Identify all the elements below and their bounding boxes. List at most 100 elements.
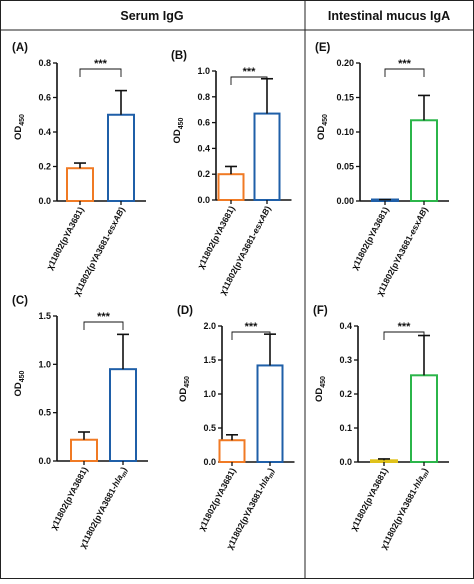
significance-label: ***	[398, 58, 412, 70]
y-tick-label: 0.4	[339, 321, 352, 331]
category-label-tail: )	[117, 205, 127, 212]
category-label-tail: )	[119, 465, 129, 472]
bar	[66, 167, 94, 203]
bar	[217, 173, 245, 201]
panel-letter: (C)	[12, 295, 28, 307]
y-tick-label: 0.0	[339, 457, 352, 467]
y-axis-label-main: OD	[172, 129, 183, 143]
bar	[218, 439, 246, 463]
panel-letter: (A)	[12, 42, 28, 54]
y-tick-label: 0.15	[336, 93, 354, 103]
category-label-main: χ11802(pYA3681)	[349, 205, 391, 271]
significance-line	[230, 76, 268, 85]
y-tick-label: 0.5	[203, 423, 216, 433]
category-label: χ11802(pYA3681)	[48, 465, 90, 531]
bar	[410, 119, 438, 202]
category-label-main: χ11802(pYA3681-	[217, 230, 259, 296]
category-label-tail: )	[263, 204, 273, 211]
y-axis-label-sub: 450	[322, 114, 329, 126]
category-label-gene-sub: m	[267, 471, 276, 480]
y-tick-label: 0.6	[38, 93, 51, 103]
significance-label: ***	[245, 321, 259, 333]
category-label-gene-sub: m	[421, 471, 430, 480]
category-label: χ11802(pYA3681)	[196, 466, 238, 532]
y-tick-label: 0.2	[339, 389, 352, 399]
significance-label: ***	[97, 311, 111, 323]
category-label-gene: esxAB	[104, 208, 125, 236]
panel-b: (B) OD450 0.0 0.2 0.4 0.6 0.8 1.0 *** χ11802(pYA3…	[171, 50, 292, 297]
bar	[109, 368, 137, 462]
panel-f: (F) OD450 0.0 0.1 0.2 0.3 0.4 *** χ11802(pYA3681…	[313, 305, 449, 552]
category-label: χ11802(pYA3681)	[349, 205, 391, 271]
category-label-main: χ11802(pYA3681-	[374, 231, 416, 297]
significance-label: ***	[243, 66, 257, 78]
y-axis-label-sub: 450	[178, 117, 185, 129]
significance-line	[383, 331, 425, 340]
y-axis-label: OD450	[13, 114, 26, 140]
y-tick-label: 0.5	[38, 408, 51, 418]
y-tick-label: 0.2	[38, 162, 51, 172]
significance-bracket: ***	[384, 58, 425, 77]
category-label: χ11802(pYA3681)	[348, 466, 390, 532]
panel-e: (E) OD450 0.00 0.05 0.10 0.15 0.20 *** χ11802(pY…	[315, 42, 449, 298]
significance-line	[83, 321, 124, 330]
y-tick-label: 0.4	[38, 127, 51, 137]
y-axis-label-main: OD	[314, 388, 325, 402]
y-tick-label: 0.20	[336, 58, 354, 68]
y-axis-label: OD450	[13, 370, 26, 396]
y-axis-label-main: OD	[316, 126, 327, 140]
bar	[256, 364, 284, 463]
category-label-tail: )	[420, 466, 430, 473]
significance-bracket: ***	[231, 321, 271, 340]
y-tick-label: 0.4	[197, 143, 210, 153]
category-label-main: χ11802(pYA3681-	[71, 231, 113, 297]
y-axis-label: OD450	[316, 114, 329, 140]
y-tick-label: 0.8	[197, 92, 210, 102]
significance-label: ***	[94, 58, 108, 70]
bar	[253, 112, 281, 201]
category-label-gene: esxAB	[407, 208, 428, 236]
panel-letter: (B)	[171, 50, 187, 62]
y-axis-label: OD450	[314, 376, 327, 402]
y-tick-label: 0.0	[38, 456, 51, 466]
y-tick-label: 0.05	[336, 162, 354, 172]
significance-bracket: ***	[230, 66, 268, 85]
y-tick-label: 0.10	[336, 127, 354, 137]
significance-bracket: ***	[83, 311, 124, 330]
y-axis-label-main: OD	[13, 382, 24, 396]
category-label: χ11802(pYA3681-hlam)	[378, 466, 431, 552]
category-label-gene-sub: m	[120, 470, 129, 479]
y-axis-label-sub: 450	[184, 376, 191, 388]
y-tick-label: 1.5	[38, 311, 51, 321]
significance-line	[79, 68, 122, 77]
bar	[370, 459, 398, 463]
y-tick-label: 0.0	[38, 196, 51, 206]
category-label-main: χ11802(pYA3681)	[348, 466, 390, 532]
significance-line	[231, 331, 271, 340]
panel-c: (C) OD450 0.0 0.5 1.0 1.5 *** χ11802(pYA3681)χ1…	[12, 295, 148, 550]
y-axis-label-sub: 450	[320, 376, 327, 388]
y-tick-label: 1.0	[38, 359, 51, 369]
panel-letter: (E)	[315, 42, 331, 54]
y-tick-label: 0.3	[339, 355, 352, 365]
y-axis-label-main: OD	[178, 388, 189, 402]
significance-bracket: ***	[79, 58, 122, 77]
category-label-tail: )	[420, 205, 430, 212]
bar	[107, 113, 135, 202]
panel-d: (D) OD450 0.0 0.5 1.0 1.5 2.0 *** χ11802(pYA3681…	[177, 305, 295, 551]
category-label-main: χ11802(pYA3681-	[77, 484, 119, 550]
y-tick-label: 0.8	[38, 58, 51, 68]
y-tick-label: 0.00	[336, 196, 354, 206]
category-label-main: χ11802(pYA3681)	[196, 466, 238, 532]
header-intestinal-mucus-iga: Intestinal mucus IgA	[328, 9, 450, 23]
panel-a: (A) OD450 0.0 0.2 0.4 0.6 0.8 *** χ11802(pYA3681…	[12, 42, 146, 298]
category-label-main: χ11802(pYA3681-	[224, 485, 266, 551]
header-serum-igg: Serum IgG	[120, 9, 183, 23]
category-label-main: χ11802(pYA3681-	[378, 485, 420, 551]
category-label-main: χ11802(pYA3681)	[44, 205, 86, 271]
y-tick-label: 0.2	[197, 169, 210, 179]
y-axis-label: OD450	[172, 117, 185, 143]
